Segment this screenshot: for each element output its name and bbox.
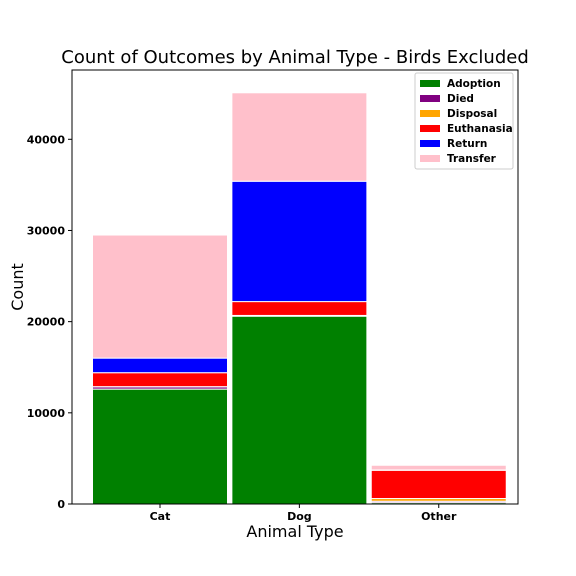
bar-dog-adoption (231, 315, 368, 505)
legend-label-disposal: Disposal (447, 108, 497, 120)
bar-dog-transfer (231, 92, 368, 182)
x-tick-label-cat: Cat (150, 510, 171, 523)
axes-frame (71, 69, 519, 505)
chart-title: Count of Outcomes by Animal Type - Birds… (61, 47, 529, 68)
y-tick-label: 0 (57, 498, 65, 511)
y-tick-label: 30000 (27, 224, 66, 237)
legend-swatch-transfer (420, 155, 440, 162)
bar-cat-transfer (92, 234, 228, 359)
bar-other-transfer (370, 464, 507, 471)
x-axis-label: Animal Type (246, 522, 343, 541)
bar-dog-euthanasia (231, 301, 368, 316)
bar-dog-return (231, 180, 368, 303)
plot-area (92, 92, 507, 505)
x-axis: Cat Dog Other (150, 504, 457, 523)
legend-swatch-adoption (420, 80, 440, 87)
legend-swatch-euthanasia (420, 125, 440, 132)
y-axis: 0 10000 20000 30000 40000 (27, 133, 72, 511)
legend: Adoption Died Disposal Euthanasia Return Tran… (414, 72, 514, 170)
legend-label-died: Died (447, 93, 474, 105)
y-tick-label: 20000 (27, 316, 66, 329)
legend-label-euthanasia: Euthanasia (447, 123, 513, 135)
legend-swatch-died (420, 95, 440, 102)
legend-label-transfer: Transfer (447, 153, 497, 165)
legend-swatch-disposal (420, 110, 440, 117)
bar-cat-adoption (92, 388, 228, 505)
y-tick-label: 40000 (27, 133, 66, 146)
legend-label-return: Return (447, 138, 487, 150)
x-tick-label-other: Other (421, 510, 457, 523)
legend-swatch-return (420, 140, 440, 147)
bar-cat-euthanasia (92, 372, 228, 388)
x-tick-label-dog: Dog (287, 510, 312, 523)
y-tick-label: 10000 (27, 407, 66, 420)
bar-other-euthanasia (370, 469, 507, 500)
y-axis-label: Count (8, 263, 27, 311)
legend-label-adoption: Adoption (447, 78, 501, 90)
bar-cat-return (92, 357, 228, 374)
